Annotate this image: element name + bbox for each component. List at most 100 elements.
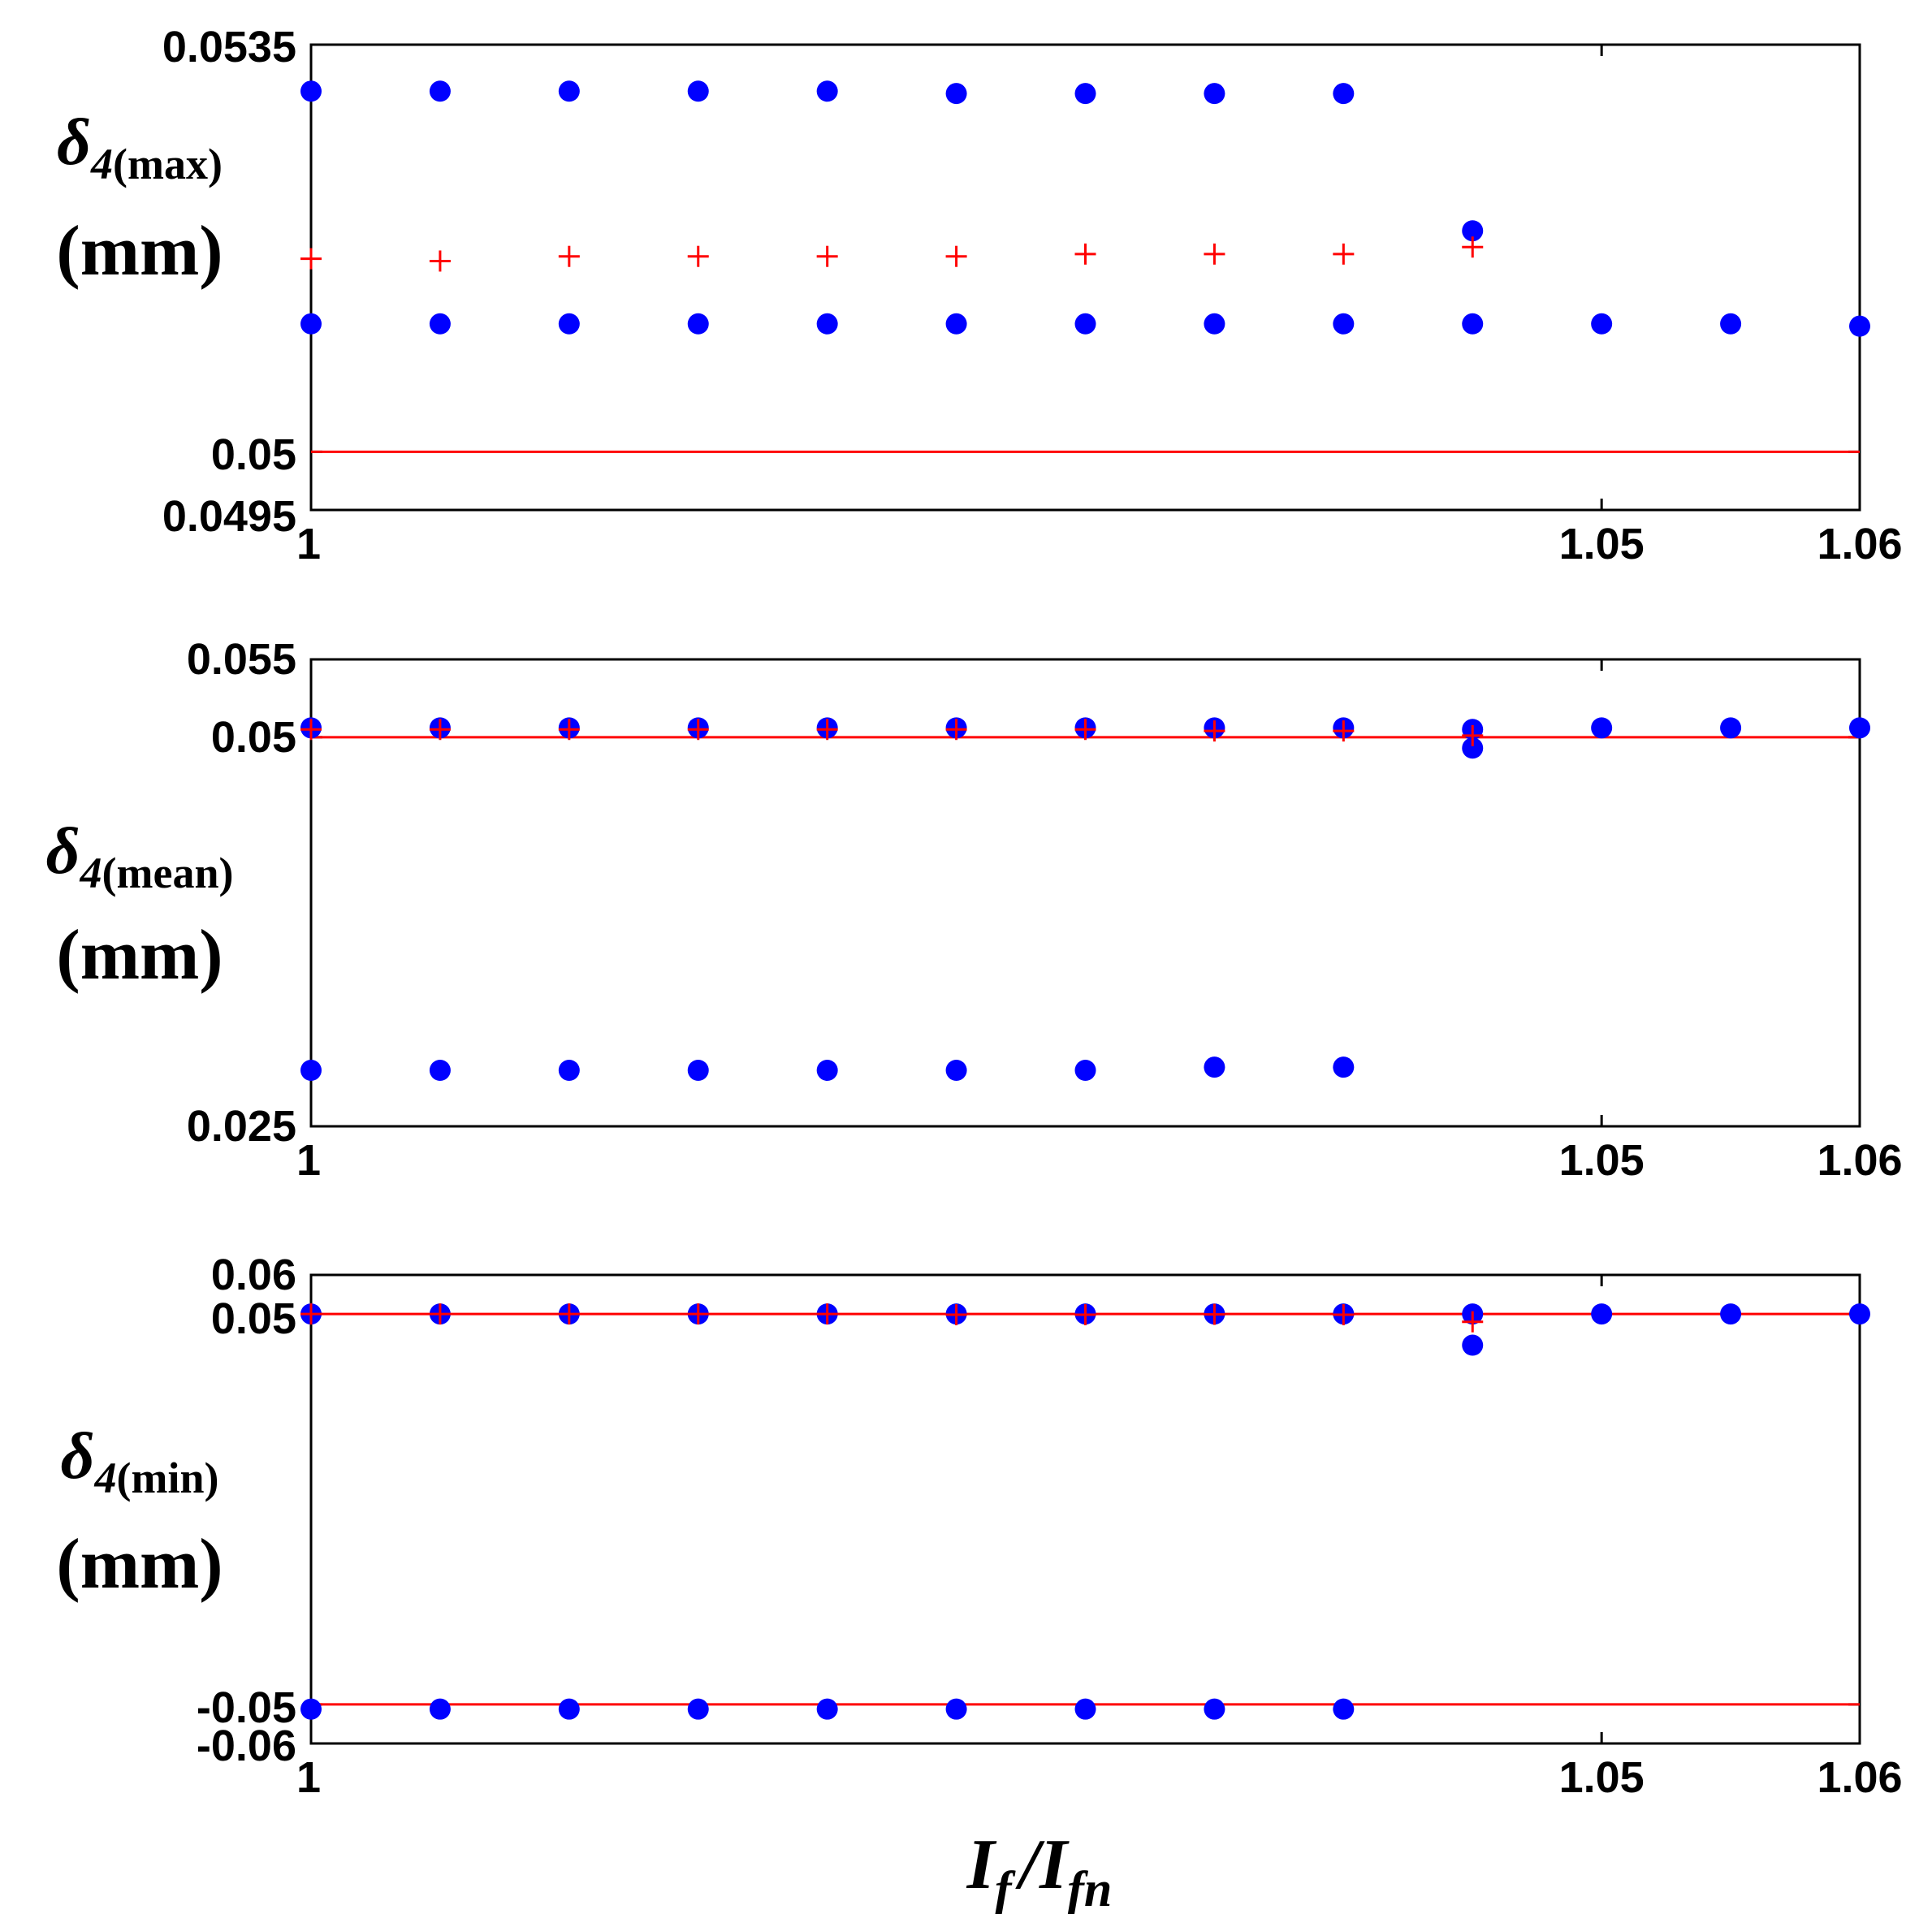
x-tick-label: 1.06 [1817,520,1902,568]
y-tick-label: 0.0495 [162,492,296,541]
panel-min: 1 1.05 1.06 -0.06-0.05 0.050.06 δ4(min) (mm) [56,1251,1902,1802]
data-point-plus [687,719,709,741]
data-point [1333,313,1355,335]
data-point [1074,313,1096,335]
y-tick-label: 0.05 [211,1294,296,1343]
data-point [816,80,838,102]
data-point-plus [558,1303,580,1325]
data-point [1462,220,1484,242]
data-point [687,313,709,335]
data-point [558,1060,580,1081]
x-tick-label: 1.05 [1559,520,1645,568]
data-point-plus [1204,720,1225,742]
data-point-plus [816,1303,838,1325]
data-point [1462,737,1484,759]
data-point-plus [1204,1303,1225,1325]
y-tick-label: 0.0535 [162,23,296,71]
data-point [1849,315,1870,337]
data-point [300,313,322,335]
data-point-plus [300,719,322,741]
data-point [1591,313,1613,335]
x-tick-label: 1 [296,1136,321,1185]
data-point-plus [429,719,451,741]
x-tick-label: 1 [296,520,321,568]
data-point [300,80,322,102]
data-point-plus [429,1303,451,1325]
y-tick-label: 0.055 [187,635,296,684]
data-point-plus [1462,1311,1484,1333]
data-point [1849,1303,1870,1325]
y-axis-label: δ4(min) [61,1419,219,1502]
data-point-plus [945,1304,967,1326]
data-point [300,1698,322,1720]
y-axis-unit: (mm) [56,1525,223,1604]
y-axis-unit: (mm) [56,916,223,995]
data-point-plus [300,248,322,270]
data-point [1720,717,1742,739]
data-point [1333,1056,1355,1078]
data-point [1074,1060,1096,1081]
data-point [816,1698,838,1720]
data-point-plus [1074,1304,1096,1326]
data-point [945,1060,967,1081]
panel-mean: 1 1.05 1.06 0.025 0.05 0.055 δ4(mean) (mm) [46,635,1903,1185]
data-point [1591,1303,1613,1325]
data-point [429,80,451,102]
data-point-plus [300,1303,322,1325]
data-point-plus [945,245,967,267]
y-axis-label: δ4(max) [57,105,223,188]
data-point-plus [816,719,838,741]
data-point-plus [1333,720,1355,742]
data-point [558,313,580,335]
data-point [687,1060,709,1081]
axes-frame [309,1273,1861,1745]
x-tick-label: 1.05 [1559,1753,1645,1802]
data-point-plus [687,245,709,267]
data-point [1591,717,1613,739]
data-point [1204,1056,1225,1078]
data-point [1074,1698,1096,1720]
data-point [687,80,709,102]
panel-max: 1 1.05 1.06 0.0495 0.05 0.0535 δ4(max) (mm) [56,23,1902,568]
data-point [429,1060,451,1081]
axes-frame [309,658,1861,1128]
data-point-plus [816,245,838,267]
data-point-plus [1462,724,1484,746]
x-tick-label: 1.05 [1559,1136,1645,1185]
data-point-plus [1333,243,1355,265]
data-point [1333,83,1355,105]
y-axis-unit: (mm) [56,212,223,291]
data-point [1720,1303,1742,1325]
data-point [429,313,451,335]
data-point [816,1060,838,1081]
data-point [429,1698,451,1720]
axes-frame [309,43,1861,512]
data-point-plus [1204,243,1225,265]
data-point [945,1698,967,1720]
y-tick-label: 0.06 [211,1251,296,1299]
data-point [558,1698,580,1720]
data-point [1720,313,1742,335]
data-point [1204,1698,1225,1720]
data-point [816,313,838,335]
y-tick-label: -0.05 [197,1683,296,1732]
x-tick-label: 1 [296,1753,321,1802]
y-axis-label: δ4(mean) [46,814,234,897]
data-point [1462,1334,1484,1356]
y-tick-label: 0.05 [211,430,296,479]
data-point [1333,1698,1355,1720]
data-point [1074,83,1096,105]
data-point-plus [558,245,580,267]
y-tick-label: 0.05 [211,713,296,762]
data-point-plus [687,1303,709,1325]
data-point [687,1698,709,1720]
data-point [1204,313,1225,335]
y-tick-label: 0.025 [187,1102,296,1151]
data-point-plus [1462,236,1484,258]
data-point [558,80,580,102]
y-tick-label: -0.06 [197,1722,296,1770]
data-point [1204,83,1225,105]
data-point-plus [1074,719,1096,741]
x-tick-label: 1.06 [1817,1753,1902,1802]
